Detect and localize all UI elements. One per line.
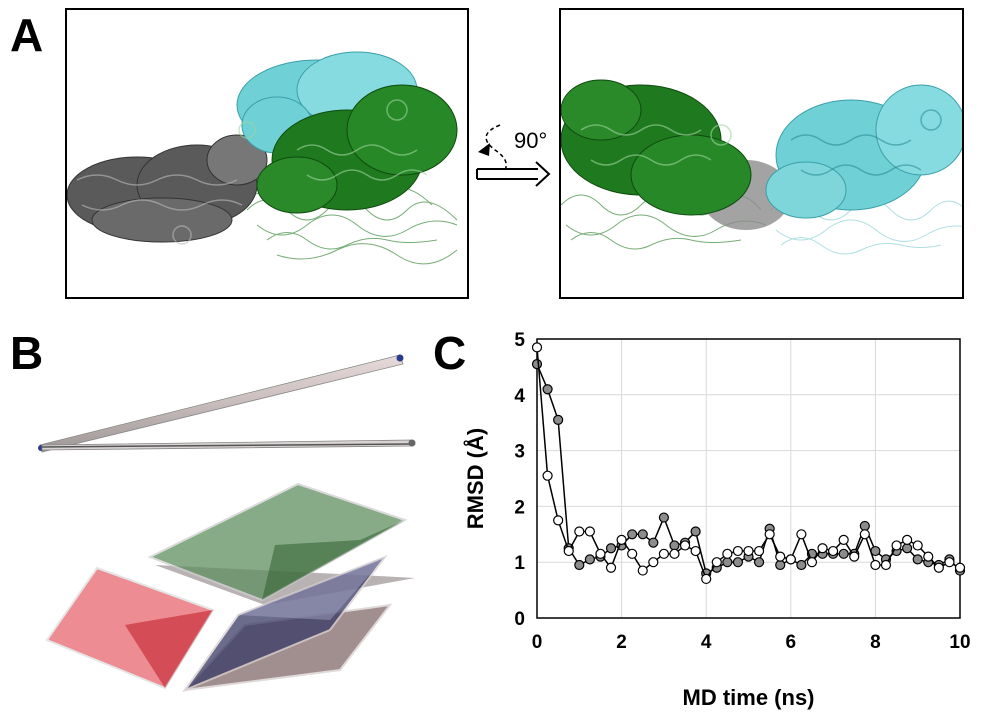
data-point: [542, 470, 553, 481]
y-tick-label: 4: [514, 386, 525, 407]
y-tick-label: 0: [514, 609, 525, 630]
data-point: [933, 562, 944, 573]
x-tick-label: 2: [616, 632, 627, 653]
y-tick-label: 2: [514, 497, 525, 518]
data-point: [584, 554, 595, 565]
data-point: [722, 548, 733, 559]
data-point: [595, 548, 606, 559]
data-point: [753, 545, 765, 557]
data-point: [531, 359, 543, 370]
protein-view-rotated: [559, 8, 964, 299]
rotation-angle-label: 90°: [514, 128, 548, 153]
data-point: [553, 515, 564, 526]
x-tick-label: 8: [870, 632, 881, 653]
series-1: [531, 342, 966, 585]
data-point: [574, 526, 585, 537]
data-point: [648, 557, 659, 568]
x-axis-label: MD time (ns): [683, 685, 815, 710]
data-point: [912, 554, 923, 565]
data-point: [627, 548, 638, 559]
data-point: [584, 526, 595, 537]
data-point: [817, 543, 828, 554]
data-point: [690, 526, 701, 537]
data-point: [732, 557, 744, 568]
axis-rod-lower: [41, 439, 416, 451]
data-point: [764, 529, 775, 540]
data-point: [944, 557, 955, 568]
data-point: [669, 540, 680, 551]
data-point: [870, 559, 881, 571]
y-tick-label: 1: [514, 553, 525, 574]
data-point: [923, 551, 934, 562]
protein-view-front: [65, 8, 469, 299]
protein-structure-front-image: [67, 51, 458, 265]
y-tick-label: 5: [514, 330, 525, 351]
data-point: [912, 540, 923, 551]
data-point: [732, 545, 744, 557]
x-tick-label: 6: [786, 632, 797, 653]
data-point: [637, 565, 648, 576]
data-point: [859, 529, 870, 540]
y-tick-label: 3: [514, 442, 525, 463]
data-point: [796, 559, 807, 571]
data-point: [542, 384, 553, 395]
data-point: [553, 414, 564, 426]
y-axis-label: RMSD (Å): [462, 428, 488, 529]
x-tick-label: 4: [701, 632, 712, 653]
data-point: [891, 540, 902, 551]
panel-c-letter: C: [433, 327, 467, 379]
data-point: [669, 548, 680, 559]
data-point: [627, 529, 638, 540]
data-point: [658, 548, 670, 559]
axis-rod-upper: [38, 354, 404, 453]
chart-grid: [536, 338, 961, 619]
data-point: [902, 543, 913, 554]
data-point: [849, 551, 860, 562]
x-tick-label: 10: [949, 632, 970, 653]
data-point: [880, 559, 892, 571]
data-point: [701, 573, 712, 585]
data-point: [838, 534, 849, 545]
data-point: [605, 562, 617, 573]
data-point: [806, 557, 818, 568]
data-point: [563, 545, 574, 557]
green-plane: [147, 482, 415, 605]
x-tick-label: 0: [532, 632, 543, 653]
panel-a-letter: A: [10, 9, 44, 61]
data-point: [690, 545, 701, 557]
data-point: [722, 557, 733, 568]
data-point: [838, 548, 849, 559]
data-point: [658, 512, 670, 523]
data-point: [637, 529, 648, 540]
data-point: [616, 534, 627, 545]
data-point: [574, 559, 585, 571]
data-point: [743, 545, 754, 557]
data-point: [679, 540, 691, 551]
data-point: [954, 562, 966, 573]
data-point: [785, 554, 796, 565]
data-point: [902, 534, 913, 545]
plot-area-border: [536, 338, 961, 619]
data-point: [753, 557, 765, 568]
data-point: [775, 551, 786, 562]
red-plane: [45, 566, 215, 690]
data-point: [796, 529, 807, 540]
data-point: [648, 537, 659, 548]
panel-b-letter: B: [10, 327, 44, 379]
data-point: [859, 520, 870, 532]
data-point: [775, 559, 786, 571]
data-point: [711, 557, 722, 568]
data-point: [605, 543, 617, 554]
data-point: [531, 342, 543, 353]
protein-structure-rotated-image: [561, 79, 962, 255]
data-point: [827, 545, 839, 557]
navy-plane: [182, 554, 388, 693]
